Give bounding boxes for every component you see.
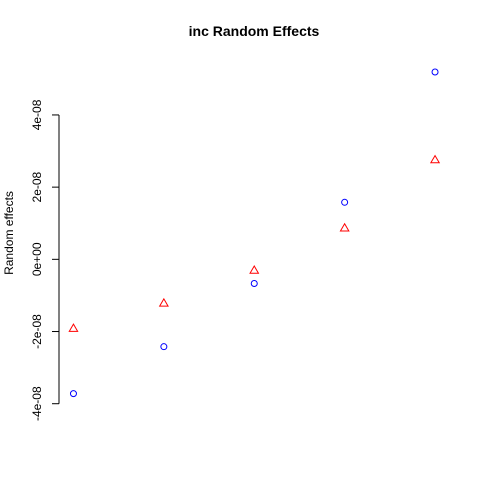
y-tick-label: 4e-08 [30,99,44,130]
y-tick-label: 2e-08 [30,171,44,202]
point [68,323,79,332]
point [249,265,260,274]
point [160,343,168,351]
point [69,390,77,398]
point [158,297,169,307]
point [339,222,350,232]
y-tick-label: -2e-08 [30,314,44,349]
point [431,68,439,76]
point [429,154,441,164]
chart-title: inc Random Effects [189,23,320,39]
point [250,280,258,288]
y-axis-label: Random effects [2,191,16,275]
y-tick-label: 0e+00 [30,242,44,276]
y-tick-label: -4e-08 [30,386,44,421]
point [341,198,349,206]
